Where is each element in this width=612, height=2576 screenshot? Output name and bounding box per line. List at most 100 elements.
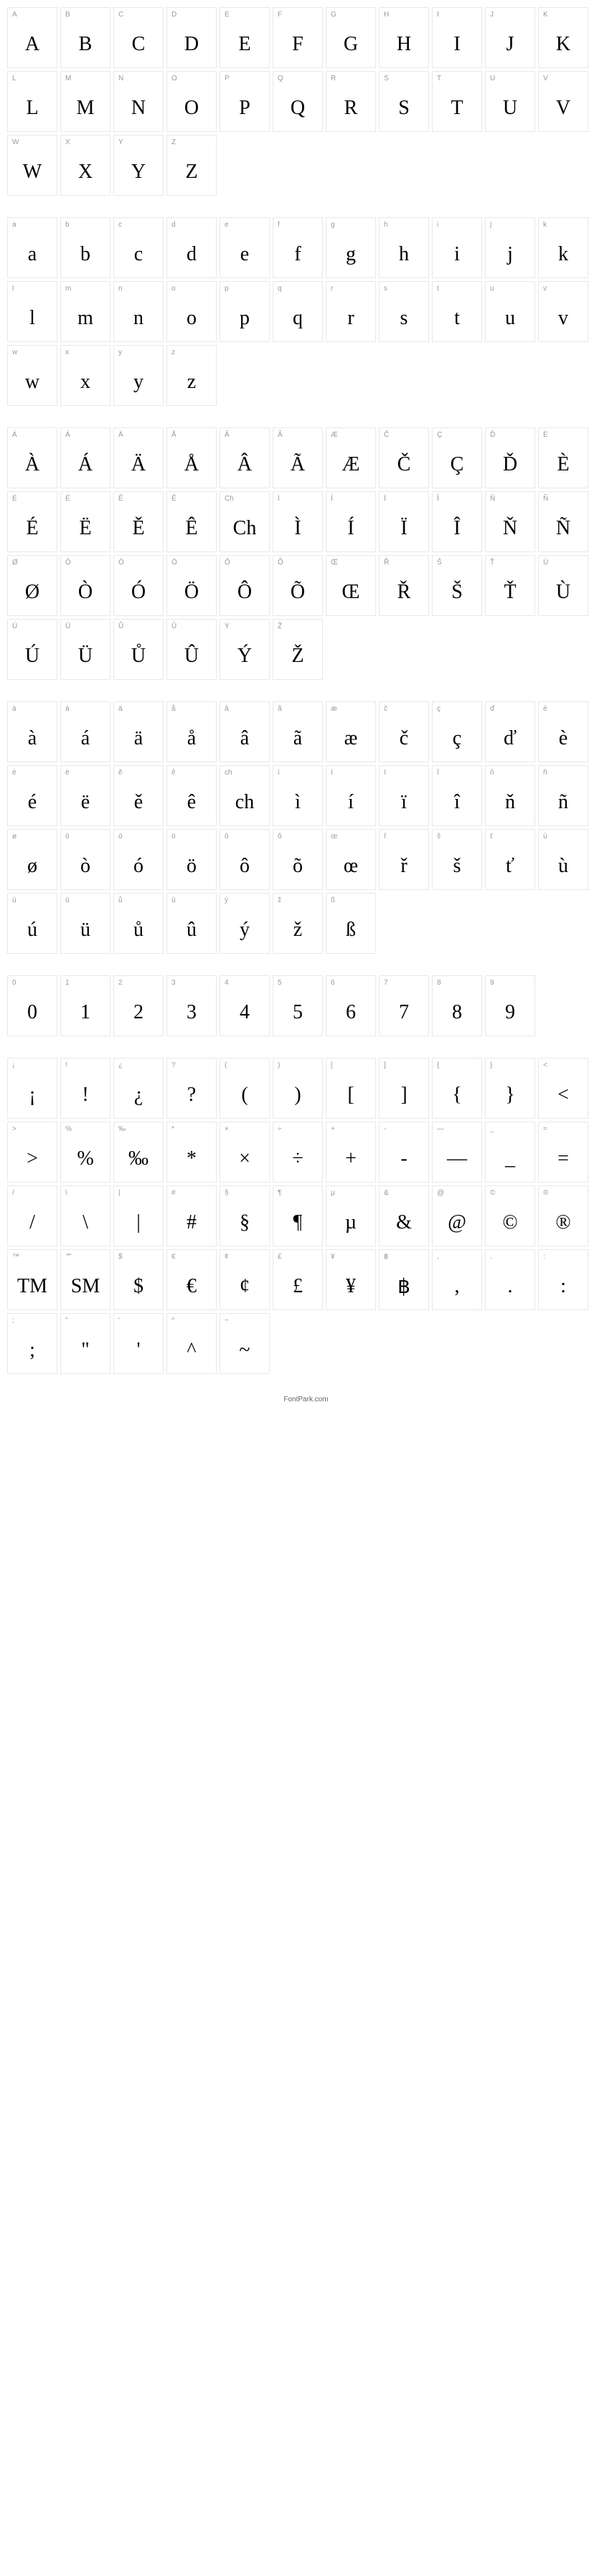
glyph-label: ò — [61, 830, 110, 843]
glyph-char: Ù — [539, 569, 588, 615]
glyph-cell: '' — [113, 1313, 164, 1374]
glyph-cell: PP — [220, 71, 270, 132]
glyph-cell: žž — [273, 893, 323, 954]
glyph-label: P — [220, 72, 269, 85]
glyph-char: ě — [114, 780, 163, 825]
glyph-label: F — [273, 8, 322, 22]
glyph-cell: ÃÃ — [273, 427, 323, 488]
glyph-char: Q — [273, 85, 322, 131]
glyph-char: Å — [167, 442, 216, 488]
glyph-label: < — [539, 1059, 588, 1072]
glyph-label: Y — [114, 136, 163, 149]
glyph-cell: øø — [7, 829, 57, 890]
glyph-cell: ÌÌ — [273, 491, 323, 552]
glyph-cell: // — [7, 1185, 57, 1246]
glyph-label: X — [61, 136, 110, 149]
glyph-label: û — [167, 894, 216, 907]
glyph-cell: 44 — [220, 975, 270, 1036]
glyph-char: O — [167, 85, 216, 131]
glyph-cell: ÊÊ — [166, 491, 217, 552]
glyph-label: } — [486, 1059, 535, 1072]
section-uppercase-accented: ÀÀÁÁÄÄÅÅÂÂÃÃÆÆČČÇÇĎĎÈÈÉÉËËĚĚÊÊChChÌÌÍÍÏÏ… — [7, 427, 605, 680]
glyph-char: ] — [380, 1072, 428, 1118]
glyph-cell: èè — [538, 701, 588, 762]
glyph-cell: ¢¢ — [220, 1249, 270, 1310]
section-uppercase: AABBCCDDEEFFGGHHIIJJKKLLMMNNOOPPQQRRSSTT… — [7, 7, 605, 196]
glyph-cell: @@ — [432, 1185, 482, 1246]
glyph-label: - — [380, 1122, 428, 1136]
glyph-label: a — [8, 218, 57, 232]
glyph-cell: ää — [113, 701, 164, 762]
glyph-cell: pp — [220, 281, 270, 342]
glyph-label: ® — [539, 1186, 588, 1200]
glyph-char: L — [8, 85, 57, 131]
glyph-label: m — [61, 282, 110, 295]
glyph-char: § — [220, 1200, 269, 1246]
glyph-label: v — [539, 282, 588, 295]
glyph-label: 9 — [486, 976, 535, 990]
glyph-cell: || — [113, 1185, 164, 1246]
glyph-char: š — [433, 843, 481, 889]
glyph-cell: —— — [432, 1122, 482, 1183]
glyph-char: \ — [61, 1200, 110, 1246]
glyph-cell: œœ — [326, 829, 376, 890]
glyph-char: ¥ — [326, 1264, 375, 1310]
glyph-char: $ — [114, 1264, 163, 1310]
glyph-cell: vv — [538, 281, 588, 342]
glyph-char: è — [539, 716, 588, 762]
glyph-cell: -- — [379, 1122, 429, 1183]
glyph-char: TM — [8, 1264, 57, 1310]
glyph-cell: ^^ — [166, 1313, 217, 1374]
glyph-cell: CC — [113, 7, 164, 68]
glyph-label: ¢ — [220, 1250, 269, 1264]
glyph-label: t — [433, 282, 481, 295]
glyph-label: _ — [486, 1122, 535, 1136]
glyph-char: Â — [220, 442, 269, 488]
glyph-label: è — [539, 702, 588, 716]
glyph-char: Ň — [486, 506, 535, 551]
glyph-char: m — [61, 295, 110, 341]
glyph-cell: ÉÉ — [7, 491, 57, 552]
glyph-char: _ — [486, 1136, 535, 1182]
glyph-label: š — [433, 830, 481, 843]
glyph-char: ü — [61, 907, 110, 953]
glyph-char: g — [326, 232, 375, 278]
glyph-char: ê — [167, 780, 216, 825]
glyph-label: T — [433, 72, 481, 85]
glyph-cell: µµ — [326, 1185, 376, 1246]
glyph-label: E — [220, 8, 269, 22]
glyph-char: ฿ — [380, 1264, 428, 1310]
glyph-label: Ë — [61, 492, 110, 506]
glyph-cell: ÚÚ — [7, 619, 57, 680]
glyph-label: ¿ — [114, 1059, 163, 1072]
glyph-label: Ô — [220, 556, 269, 569]
glyph-char: t — [433, 295, 481, 341]
glyph-char: × — [220, 1136, 269, 1182]
glyph-cell: ÒÒ — [60, 555, 110, 616]
glyph-char: - — [380, 1136, 428, 1182]
glyph-label: ^ — [167, 1314, 216, 1327]
glyph-label: Ò — [61, 556, 110, 569]
glyph-cell: QQ — [273, 71, 323, 132]
glyph-char: ; — [8, 1327, 57, 1373]
glyph-cell: àà — [7, 701, 57, 762]
glyph-char: Ó — [114, 569, 163, 615]
glyph-char: o — [167, 295, 216, 341]
glyph-label: j — [486, 218, 535, 232]
glyph-label: ø — [8, 830, 57, 843]
glyph-label: Ž — [273, 620, 322, 633]
glyph-cell: ii — [432, 217, 482, 278]
glyph-char: ô — [220, 843, 269, 889]
glyph-cell: ££ — [273, 1249, 323, 1310]
glyph-label: ç — [433, 702, 481, 716]
glyph-label: æ — [326, 702, 375, 716]
glyph-cell: 66 — [326, 975, 376, 1036]
glyph-char: Z — [167, 149, 216, 195]
glyph-char: Ã — [273, 442, 322, 488]
glyph-cell: óó — [113, 829, 164, 890]
glyph-label: ú — [8, 894, 57, 907]
glyph-char: î — [433, 780, 481, 825]
glyph-cell: bb — [60, 217, 110, 278]
glyph-char: e — [220, 232, 269, 278]
glyph-char: Æ — [326, 442, 375, 488]
